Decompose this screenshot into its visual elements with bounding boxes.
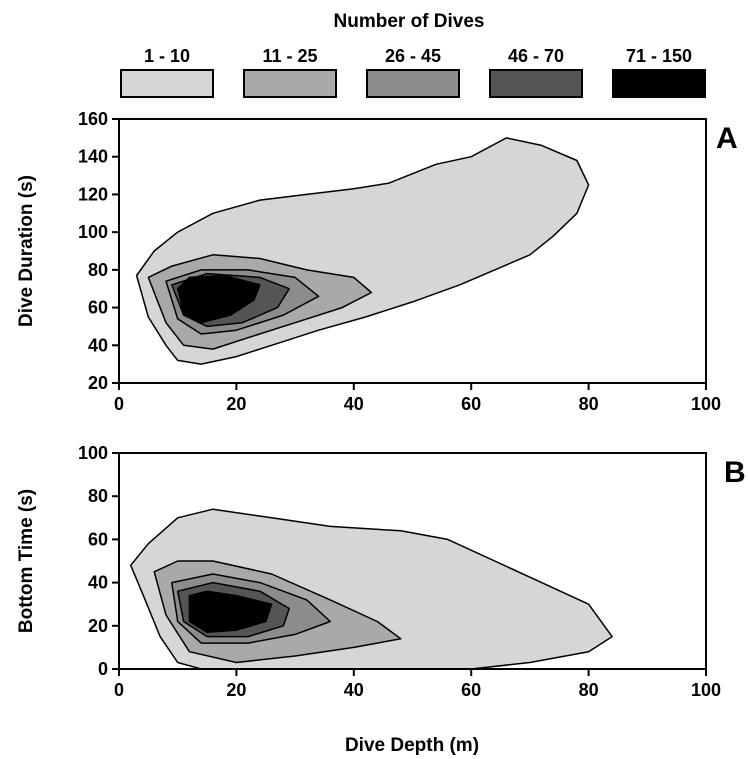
- plot-frame-a: [118, 118, 707, 384]
- y-tick-label-a-120: 120: [78, 184, 108, 204]
- y-tick-label-a-60: 60: [88, 298, 108, 318]
- x-tick-label-b-100: 100: [691, 680, 721, 700]
- legend-swatch-5: [612, 69, 706, 98]
- x-tick-label-b-60: 60: [461, 680, 481, 700]
- plot-frame-b: [118, 452, 707, 670]
- legend-swatch-1: [120, 69, 214, 98]
- legend-label-4: 46 - 70: [508, 46, 564, 66]
- legend-label-3: 26 - 45: [385, 46, 441, 66]
- x-tick-label-a-100: 100: [691, 394, 721, 414]
- legend-label-2: 11 - 25: [262, 46, 317, 66]
- y-tick-label-a-20: 20: [88, 373, 108, 393]
- y-tick-label-b-0: 0: [98, 659, 108, 679]
- panel-letter-b: B: [724, 456, 746, 489]
- contour-a-level-5: [176, 274, 261, 324]
- y-tick-label-b-100: 100: [78, 443, 108, 463]
- legend-label-1: 1 - 10: [144, 46, 190, 66]
- panel-b: 0 20 40 60 80 100 0 20 40 60 80 100 Bottom Time (s…: [16, 443, 746, 756]
- x-tick-label-a-60: 60: [461, 394, 481, 414]
- contours-a: [135, 137, 590, 365]
- x-tick-label-a-20: 20: [226, 394, 246, 414]
- x-tick-label-a-0: 0: [114, 394, 124, 414]
- y-tick-label-b-80: 80: [88, 486, 108, 506]
- y-tick-label-a-160: 160: [78, 109, 108, 129]
- legend-swatch-4: [489, 69, 583, 98]
- x-axis-title: Dive Depth (m): [345, 735, 479, 756]
- y-axis-title-b: Bottom Time (s): [16, 489, 37, 633]
- legend-swatch-2: [243, 69, 337, 98]
- panel-a: 0 20 40 60 80 100 20 40 60 80 100 120 140 160 Dive D…: [16, 109, 738, 414]
- legend-label-5: 71 - 150: [626, 46, 692, 66]
- contours-b: [129, 508, 613, 669]
- y-axis-title-a: Dive Duration (s): [16, 175, 37, 327]
- x-tick-label-b-20: 20: [226, 680, 246, 700]
- x-tick-label-b-40: 40: [344, 680, 364, 700]
- y-tick-label-b-40: 40: [88, 573, 108, 593]
- x-tick-label-b-0: 0: [114, 680, 124, 700]
- y-tick-label-a-140: 140: [78, 147, 108, 167]
- panel-letter-a: A: [716, 122, 738, 155]
- y-tick-label-b-60: 60: [88, 529, 108, 549]
- y-tick-label-a-100: 100: [78, 222, 108, 242]
- y-tick-label-b-20: 20: [88, 616, 108, 636]
- x-tick-label-a-80: 80: [579, 394, 599, 414]
- legend-swatch-3: [366, 69, 460, 98]
- legend: Number of Dives 1 - 10 11 - 25 26 - 45 46 -…: [120, 11, 706, 98]
- x-tick-label-a-40: 40: [344, 394, 364, 414]
- y-tick-label-a-80: 80: [88, 260, 108, 280]
- y-tick-label-a-40: 40: [88, 335, 108, 355]
- contour-b-level-5: [188, 590, 273, 634]
- legend-title: Number of Dives: [334, 11, 485, 32]
- x-tick-label-b-80: 80: [579, 680, 599, 700]
